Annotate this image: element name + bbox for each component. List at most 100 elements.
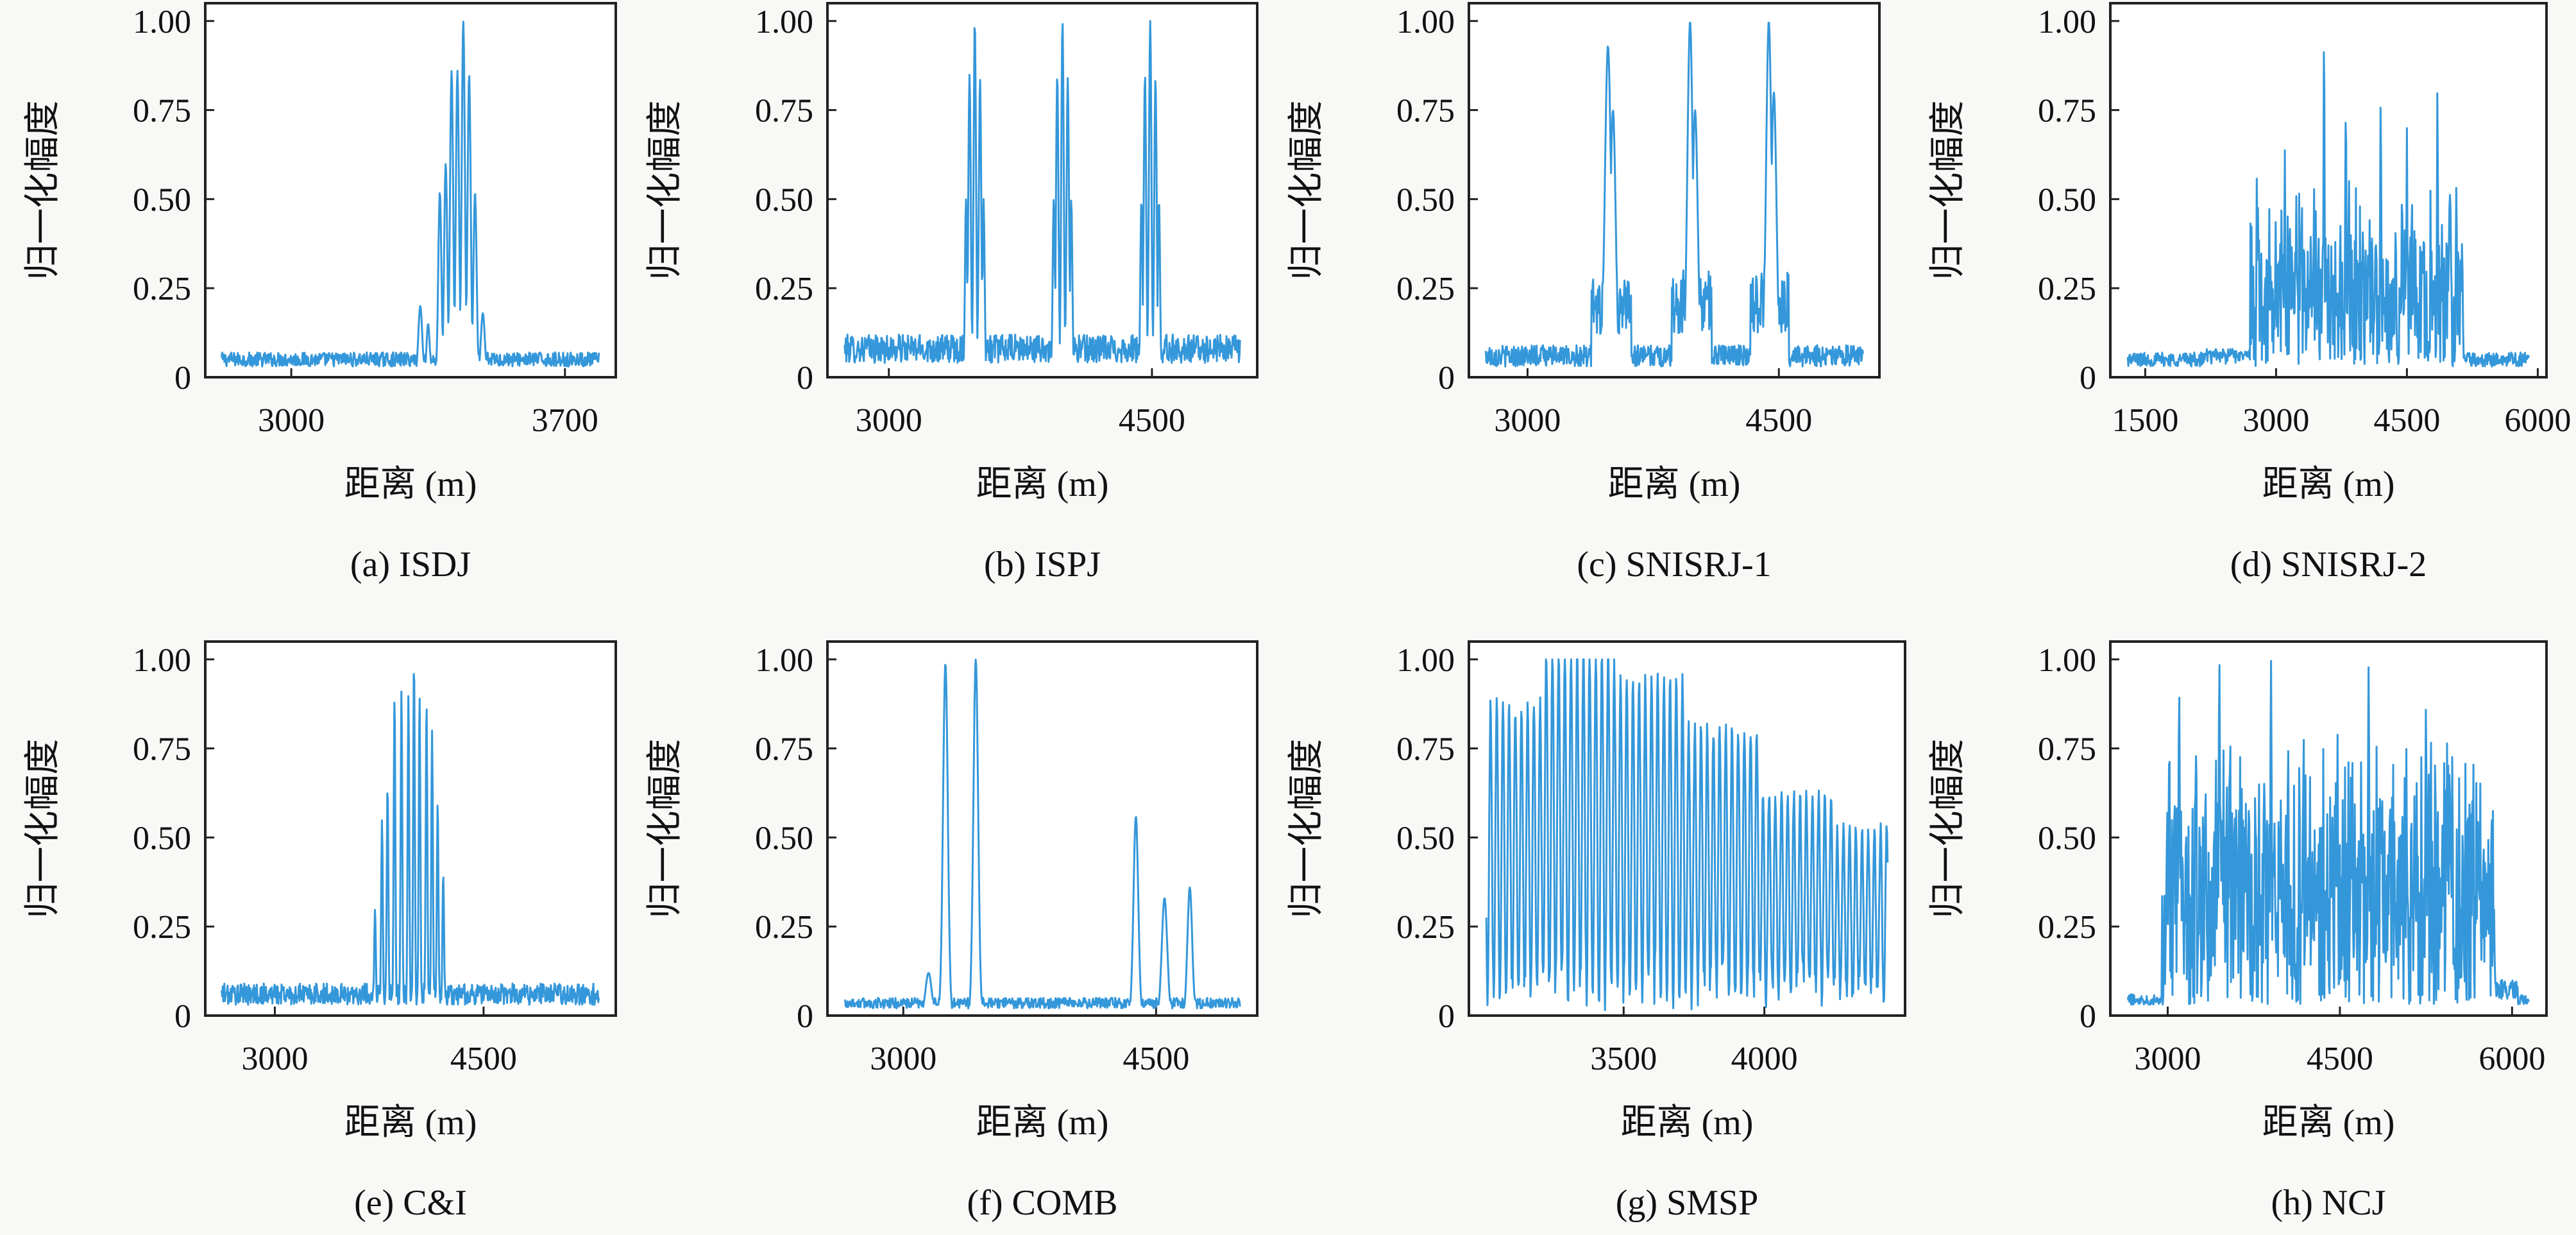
- y-tick-label: 0.25: [1396, 909, 1455, 946]
- y-axis-label: 归一化幅度: [645, 101, 685, 280]
- x-axis-label: 距离 (m): [976, 464, 1109, 504]
- x-tick-label: 6000: [2479, 1041, 2545, 1077]
- y-tick-label: 0.75: [1396, 731, 1455, 768]
- x-axis-label: 距离 (m): [344, 1103, 477, 1143]
- y-tick-label: 0.75: [133, 93, 191, 130]
- y-tick-label: 0: [174, 998, 191, 1035]
- panel-caption: (g) SMSP: [1616, 1183, 1759, 1223]
- plot-frame: [826, 2, 1258, 379]
- y-tick-label: 0: [174, 360, 191, 396]
- y-tick-label: 0.75: [755, 93, 813, 130]
- series-line: [843, 658, 1241, 1010]
- panel-caption: (h) NCJ: [2271, 1183, 2386, 1223]
- panel-caption: (f) COMB: [967, 1183, 1118, 1223]
- x-axis-label: 距离 (m): [2262, 1103, 2395, 1143]
- y-axis-label: 归一化幅度: [1928, 101, 1968, 280]
- series-line: [2126, 660, 2530, 1006]
- y-tick-label: 0: [1438, 998, 1455, 1035]
- x-tick-label: 3000: [856, 402, 922, 439]
- y-tick-label: 1.00: [2038, 4, 2096, 40]
- y-tick-label: 0.75: [1396, 93, 1455, 130]
- y-axis-label: 归一化幅度: [23, 739, 63, 919]
- x-axis-label: 距离 (m): [344, 464, 477, 504]
- series-line: [843, 20, 1241, 364]
- y-tick-label: 0.50: [755, 182, 813, 218]
- y-tick-label: 0.75: [755, 731, 813, 768]
- x-axis-label: 距离 (m): [2262, 464, 2395, 504]
- y-tick-label: 0.50: [755, 820, 813, 856]
- panel-caption: (d) SNISRJ-2: [2230, 545, 2427, 584]
- y-tick-label: 0.75: [133, 731, 191, 768]
- y-tick-label: 1.00: [133, 642, 191, 679]
- x-tick-label: 4500: [1745, 402, 1812, 439]
- y-tick-label: 0.25: [2038, 271, 2096, 307]
- x-tick-label: 4500: [2307, 1041, 2373, 1077]
- y-tick-label: 1.00: [2038, 642, 2096, 679]
- y-tick-label: 0.75: [2038, 93, 2096, 130]
- y-tick-label: 0.25: [2038, 909, 2096, 946]
- y-tick-label: 0: [2080, 360, 2096, 396]
- y-axis-label: 归一化幅度: [1287, 739, 1326, 919]
- x-tick-label: 4500: [450, 1041, 517, 1077]
- y-tick-label: 1.00: [1396, 642, 1455, 679]
- chart-panel-2: 0 0.25 0.50 0.75 1.00 3000 4500 距离 (m) 归一化幅度 (b) …: [645, 2, 1258, 584]
- y-tick-label: 1.00: [755, 4, 813, 40]
- y-axis-label: 归一化幅度: [1928, 739, 1968, 919]
- x-tick-label: 4500: [1119, 402, 1185, 439]
- x-tick-label: 3000: [258, 402, 325, 439]
- y-tick-label: 0: [2080, 998, 2096, 1035]
- panel-caption: (e) C&I: [354, 1183, 467, 1223]
- y-tick-label: 0.75: [2038, 731, 2096, 768]
- x-tick-label: 3000: [870, 1041, 936, 1077]
- y-tick-label: 0.50: [1396, 820, 1455, 856]
- x-tick-label: 3000: [2242, 402, 2309, 439]
- y-tick-label: 1.00: [1396, 4, 1455, 40]
- y-tick-label: 0.50: [2038, 820, 2096, 856]
- x-tick-label: 3700: [532, 402, 598, 439]
- x-tick-label: 3500: [1590, 1041, 1657, 1077]
- x-tick-label: 1500: [2112, 402, 2178, 439]
- x-tick-label: 4500: [1123, 1041, 1189, 1077]
- x-tick-label: 3000: [1494, 402, 1561, 439]
- y-tick-label: 0.50: [2038, 182, 2096, 218]
- chart-panel-4: 0 0.25 0.50 0.75 1.00 1500 3000 4500 6000 距离 (m) 归…: [1928, 2, 2571, 584]
- chart-panel-6: 0 0.25 0.50 0.75 1.00 3000 4500 距离 (m) 归一化幅度 (f) …: [645, 640, 1258, 1223]
- panel-caption: (b) ISPJ: [984, 545, 1101, 584]
- y-tick-label: 1.00: [755, 642, 813, 679]
- plot-frame: [204, 2, 617, 379]
- series-line: [221, 673, 600, 1006]
- chart-panel-8: 0 0.25 0.50 0.75 1.00 3000 4500 6000 距离 (m) 归一化幅度…: [1928, 640, 2548, 1223]
- series-line: [1485, 658, 1889, 1011]
- y-tick-label: 0: [1438, 360, 1455, 396]
- x-tick-label: 6000: [2504, 402, 2571, 439]
- plot-frame: [826, 640, 1258, 1017]
- series-line: [221, 21, 600, 368]
- y-tick-label: 1.00: [133, 4, 191, 40]
- series-line: [1484, 21, 1864, 368]
- y-tick-label: 0.50: [133, 182, 191, 218]
- y-axis-label: 归一化幅度: [23, 101, 63, 280]
- panel-caption: (a) ISDJ: [350, 545, 471, 584]
- chart-panel-5: 0 0.25 0.50 0.75 1.00 3000 4500 距离 (m) 归一化幅度 (e) …: [23, 640, 617, 1223]
- chart-panel-1: 0 0.25 0.50 0.75 1.00 3000 3700 距离 (m) 归一化幅度 (a) …: [23, 2, 617, 584]
- y-tick-label: 0.25: [755, 909, 813, 946]
- y-tick-label: 0.25: [133, 909, 191, 946]
- chart-panel-7: 0 0.25 0.50 0.75 1.00 3500 4000 距离 (m) 归一化幅度 (g) …: [1287, 640, 1906, 1223]
- x-axis-label: 距离 (m): [976, 1103, 1109, 1143]
- x-tick-label: 4500: [2373, 402, 2440, 439]
- x-axis-label: 距离 (m): [1608, 464, 1741, 504]
- x-tick-label: 3000: [241, 1041, 308, 1077]
- y-tick-label: 0.50: [1396, 182, 1455, 218]
- y-tick-label: 0.25: [1396, 271, 1455, 307]
- y-tick-label: 0.25: [133, 271, 191, 307]
- series-line: [2126, 51, 2530, 368]
- y-tick-label: 0.25: [755, 271, 813, 307]
- y-tick-label: 0: [797, 998, 813, 1035]
- x-tick-label: 4000: [1731, 1041, 1798, 1077]
- panel-caption: (c) SNISRJ-1: [1577, 545, 1771, 584]
- y-tick-label: 0.50: [133, 820, 191, 856]
- y-axis-label: 归一化幅度: [1287, 101, 1326, 280]
- x-tick-label: 3000: [2134, 1041, 2201, 1077]
- x-axis-label: 距离 (m): [1621, 1103, 1754, 1143]
